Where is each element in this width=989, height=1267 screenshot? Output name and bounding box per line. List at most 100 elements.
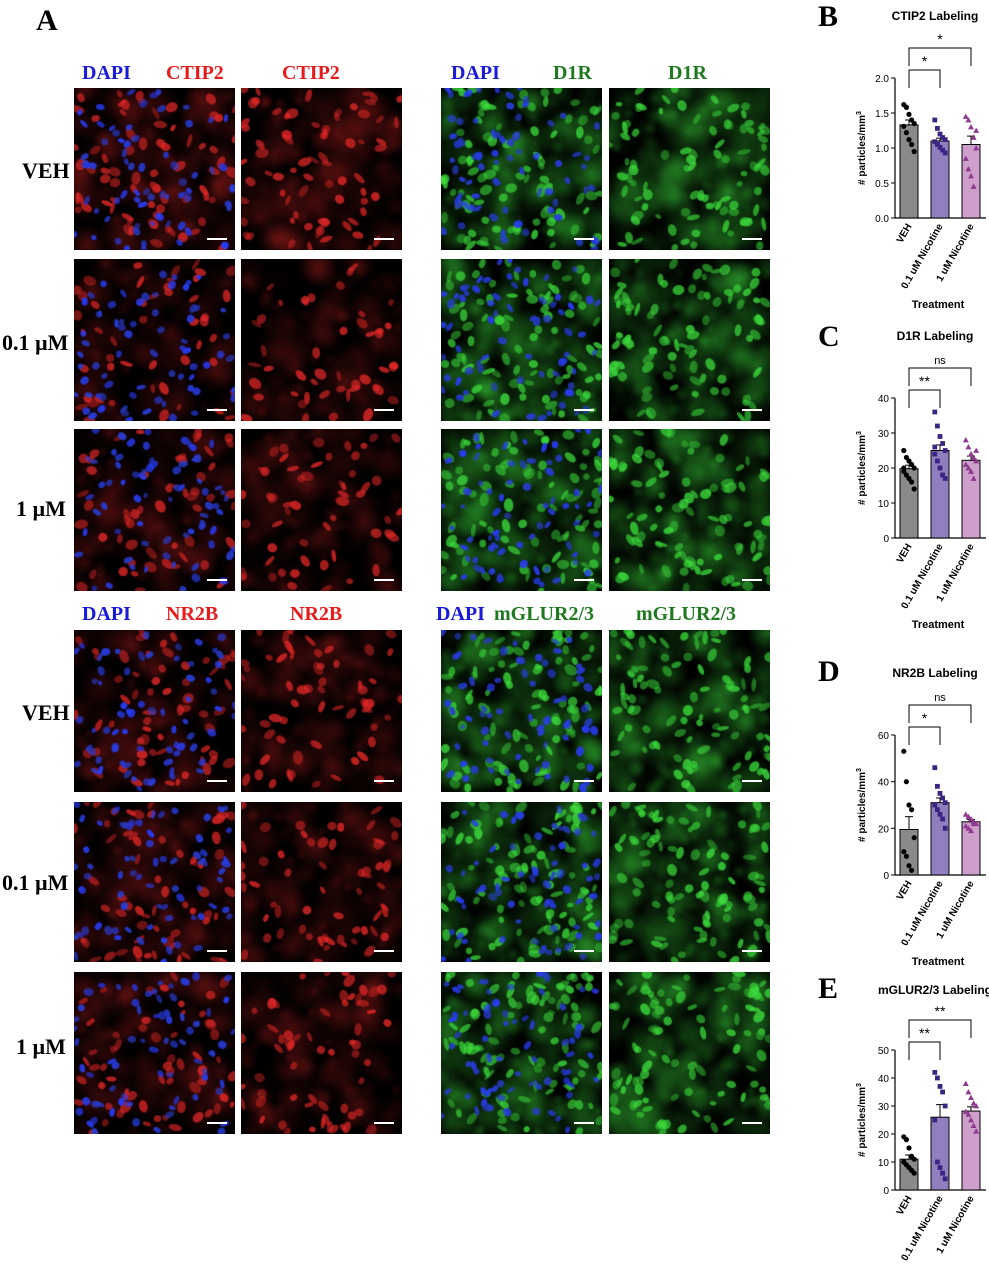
row-label-veh-bottom: VEH [22,700,70,725]
data-point [906,137,912,143]
data-point [903,1137,909,1143]
data-point [901,447,907,454]
data-point [903,130,909,136]
y-tick-label: 0 [883,871,889,882]
mglur-merged-image [441,630,602,792]
data-point [970,454,977,460]
data-point [942,150,948,156]
data-point [911,465,917,471]
data-point [911,486,917,492]
scale-bar [374,950,394,952]
data-point [932,444,938,450]
data-point [911,1170,917,1176]
bar [899,468,919,539]
d1r-image [609,259,770,421]
d1r-image [609,88,770,250]
data-point [937,1165,943,1170]
data-point [935,423,940,429]
data-point [911,120,917,127]
data-point [965,813,972,820]
data-point [937,144,943,150]
data-point [942,476,948,481]
data-point [940,1089,945,1095]
data-point [962,437,969,443]
row-label-1-top: 1 µM [16,496,66,521]
data-point [935,1075,940,1081]
y-tick-label: 60 [878,731,890,742]
nr2b-merged-image [74,630,235,792]
data-point [911,148,917,155]
y-tick-label: 20 [878,1130,890,1141]
data-point [935,126,940,131]
data-point [937,465,943,471]
y-tick-label: 20 [878,464,890,475]
data-point [937,131,943,137]
y-axis-label: # particles/mm3 [856,111,868,185]
x-axis-label: Treatment [912,619,965,631]
x-axis-label: Treatment [912,956,965,968]
nr2b-only-label: NR2B [290,603,343,625]
data-point [968,468,974,474]
x-tick-label: VEH [895,222,915,245]
data-point [932,802,938,808]
mglur-image [609,972,770,1134]
ctip2-only-label: CTIP2 [282,62,340,84]
data-point [965,825,972,831]
data-point [940,816,945,822]
data-point [901,748,907,754]
data-point [968,827,974,834]
data-point [937,434,943,439]
nr2b-image [241,972,402,1134]
y-axis-label: # particles/mm3 [856,431,868,505]
scale-bar [742,1122,762,1124]
mglur-image [609,802,770,962]
data-point [909,807,915,813]
significance-label: * [922,710,928,726]
data-point [932,451,938,457]
data-point [962,1108,969,1114]
data-point [909,479,915,485]
data-point [962,155,969,161]
data-point [970,134,977,140]
scale-bar [574,950,594,952]
bar [961,144,981,219]
data-point [970,1100,977,1106]
d1r-merge-label: D1R [553,62,592,84]
x-tick-label: VEH [895,879,915,902]
chart-title: D1R Labeling [897,329,974,343]
nr2b-merged-image [74,972,235,1134]
y-tick-label: 30 [878,1102,890,1113]
data-point [970,183,977,189]
scale-bar [742,238,762,240]
y-tick-label: 0.0 [875,214,889,225]
x-tick-label: VEH [895,1194,915,1217]
d1r-image [609,429,770,591]
y-tick-label: 40 [878,394,890,405]
data-point [901,849,907,855]
data-point [965,117,972,123]
data-point [940,1170,945,1176]
scale-bar [374,1122,394,1124]
data-point [973,145,980,151]
mglur-merge-label: mGLUR2/3 [494,603,594,625]
data-point [901,123,907,129]
significance-bracket [908,1041,941,1060]
mglur-only-label: mGLUR2/3 [636,603,736,625]
data-point [962,823,969,829]
significance-bracket [908,367,972,386]
data-point [942,825,948,831]
scale-bar [207,238,227,240]
nr2b-dapi-label: DAPI [82,603,131,625]
data-point [940,472,945,478]
data-point [940,135,945,140]
mglur-merged-image [441,802,602,962]
scale-bar [574,409,594,411]
data-point [903,104,909,110]
d1r-merged-image [441,259,602,421]
significance-bracket [908,69,941,88]
y-tick-label: 20 [878,824,890,835]
data-point [935,783,940,789]
scale-bar [574,780,594,782]
data-point [965,465,972,471]
